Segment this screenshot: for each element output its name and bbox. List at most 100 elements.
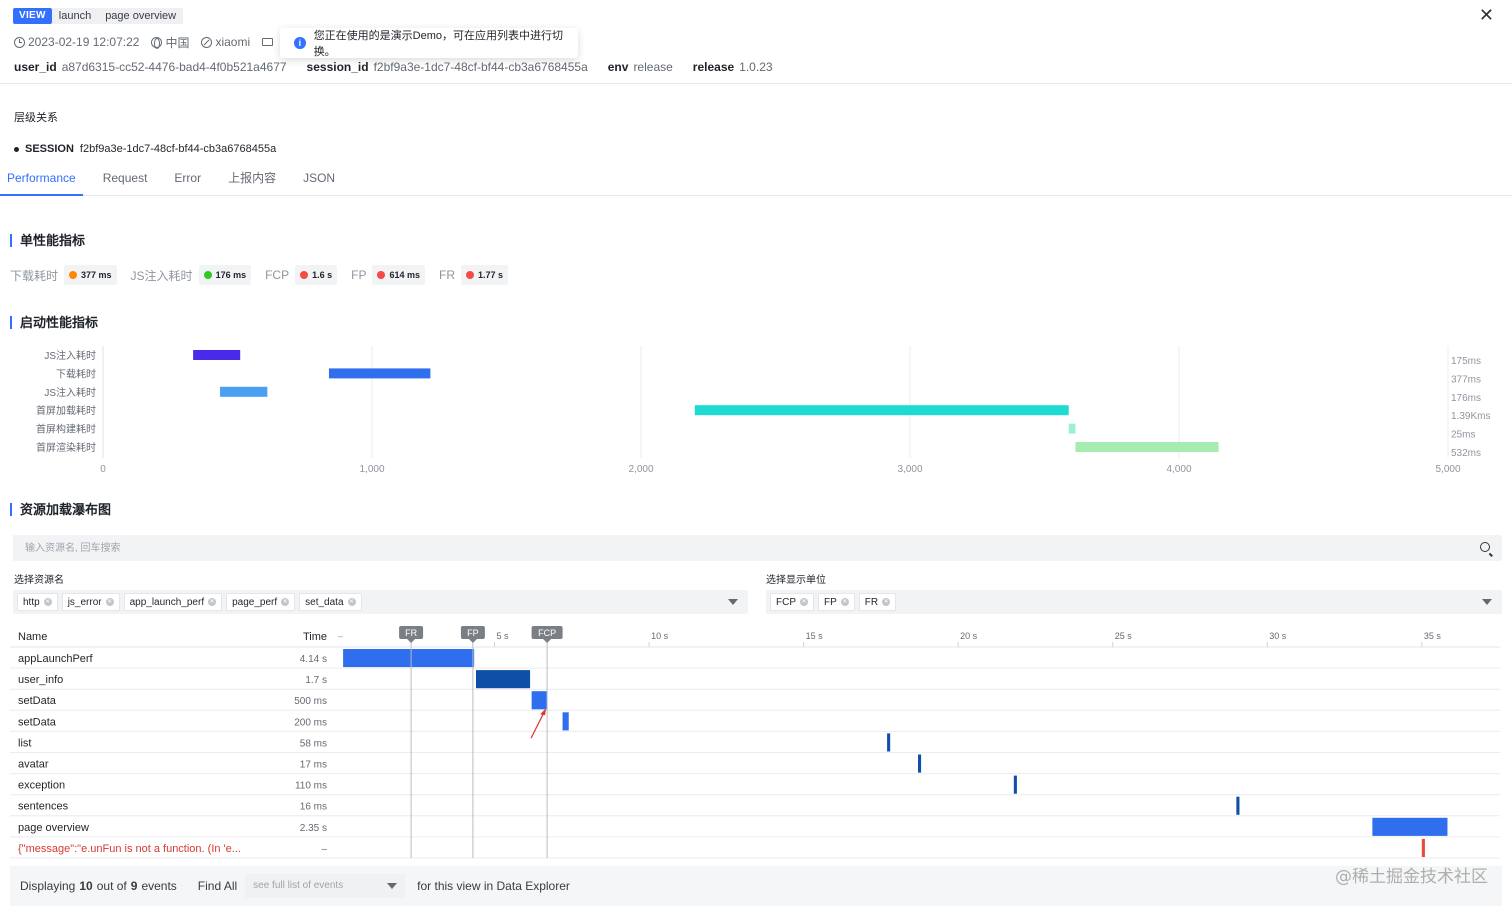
- category-label: JS注入耗时: [44, 386, 96, 399]
- unit-multiselect[interactable]: FCP ✕ FP ✕ FR ✕: [766, 590, 1502, 614]
- metric-name-download: 下载耗时: [10, 268, 59, 283]
- remove-icon[interactable]: ✕: [43, 598, 52, 606]
- table-row[interactable]: setData 200 ms: [10, 712, 1500, 732]
- x-tick-label: 0: [100, 464, 106, 475]
- remove-icon[interactable]: ✕: [347, 598, 356, 606]
- datetime: 2023-02-19 12:07:22: [14, 35, 139, 49]
- chevron-down-icon[interactable]: [728, 599, 738, 605]
- annotation-arrowhead: [540, 708, 547, 716]
- close-icon[interactable]: ✕: [1478, 5, 1494, 25]
- row-time: –: [321, 844, 327, 855]
- tab-request[interactable]: Request: [102, 171, 148, 185]
- table-row[interactable]: page overview 2.35 s: [10, 817, 1500, 838]
- meta-ids-row: user_id a87d6315-cc52-4476-bad4-4f0b521a4…: [14, 59, 773, 75]
- resource-search: [13, 535, 1502, 561]
- meta-info-row: 2023-02-19 12:07:22 中国 xiaomi: [14, 34, 274, 50]
- tab-performance[interactable]: Performance: [0, 166, 83, 196]
- remove-icon[interactable]: ✕: [281, 598, 290, 606]
- waterfall-table: Name Time – 5 s 10 s 15 s 20 s 25 s 30 s 35 s appL…: [10, 626, 1500, 859]
- waterfall-bar: [476, 670, 531, 689]
- events-select[interactable]: see full list of events: [245, 874, 406, 898]
- waterfall-bar: [1421, 838, 1425, 857]
- demo-toast: i 您正在使用的是演示Demo，可在应用列表中进行切换。: [280, 28, 578, 58]
- chip-fcp[interactable]: FCP ✕: [770, 593, 814, 611]
- table-row[interactable]: list 58 ms: [10, 733, 1500, 753]
- tab-json[interactable]: JSON: [303, 171, 336, 185]
- detail-tabs: Performance Request Error 上报内容 JSON: [0, 166, 1512, 196]
- duration-bar: [220, 386, 268, 397]
- chip-fr[interactable]: FR ✕: [858, 593, 897, 611]
- remove-icon[interactable]: ✕: [800, 598, 808, 606]
- footer-shown-count: 10: [79, 879, 93, 893]
- table-row[interactable]: appLaunchPerf 4.14 s: [10, 649, 1500, 669]
- table-row[interactable]: exception 110 ms: [10, 775, 1500, 796]
- chip-js-error[interactable]: js_error ✕: [61, 593, 120, 611]
- session-label: SESSION: [25, 143, 74, 155]
- metric-badge-js-inject: 176 ms: [198, 265, 252, 285]
- duration-bar: [193, 350, 241, 360]
- platform: [262, 38, 274, 46]
- table-row[interactable]: {"message":"e.unFun is not a function. (…: [10, 838, 1500, 859]
- marker-flag: [531, 626, 563, 639]
- row-time: 200 ms: [294, 717, 327, 728]
- waterfall-title: 资源加载瀑布图: [10, 503, 111, 516]
- resource-multiselect[interactable]: http ✕ js_error ✕ app_launch_perf ✕ page_pe…: [13, 590, 748, 614]
- time-axis-tick: 15 s: [806, 631, 824, 641]
- user-id: user_id a87d6315-cc52-4476-bad4-4f0b521a4…: [14, 60, 287, 74]
- tab-report-content[interactable]: 上报内容: [228, 171, 277, 185]
- marker-flag: [399, 626, 424, 639]
- chip-http[interactable]: http ✕: [17, 593, 58, 611]
- search-input[interactable]: [13, 535, 1453, 561]
- waterfall-bar: [531, 691, 548, 710]
- column-header-time: Time: [303, 631, 327, 643]
- footer-suffix: events: [141, 879, 177, 893]
- status-dot-icon: [69, 271, 78, 279]
- globe-icon: [151, 36, 163, 49]
- metric-badge-fp: 614 ms: [372, 265, 425, 285]
- row-time: 58 ms: [300, 738, 327, 749]
- remove-icon[interactable]: ✕: [105, 598, 114, 606]
- footer-total-count: 9: [130, 879, 138, 893]
- status-dot-icon: [300, 271, 309, 279]
- marker-flag: [460, 626, 485, 639]
- chip-app-launch-perf[interactable]: app_launch_perf ✕: [123, 593, 223, 611]
- chip-page-perf[interactable]: page_perf ✕: [226, 593, 296, 611]
- breadcrumb-page-overview[interactable]: page overview: [98, 8, 184, 24]
- metric-badge-fr: 1.77 s: [461, 265, 509, 285]
- waterfall-bar: [343, 649, 475, 668]
- table-row[interactable]: avatar 17 ms: [10, 754, 1500, 775]
- footer-mid: out of: [96, 879, 127, 893]
- remove-icon[interactable]: ✕: [208, 598, 217, 606]
- waterfall-bar: [918, 754, 922, 773]
- table-row[interactable]: setData 500 ms: [10, 691, 1500, 711]
- waterfall-bar: [562, 712, 569, 731]
- waterfall-bar: [1372, 817, 1448, 836]
- chevron-down-icon[interactable]: [387, 883, 398, 889]
- search-icon[interactable]: [1480, 542, 1490, 552]
- row-name: appLaunchPerf: [18, 653, 94, 665]
- duration-bar: [328, 368, 431, 379]
- remove-icon[interactable]: ✕: [882, 598, 891, 606]
- metric-badge-download: 377 ms: [64, 265, 117, 285]
- chip-set-data[interactable]: set_data ✕: [299, 593, 362, 611]
- breadcrumb-launch[interactable]: launch: [51, 8, 99, 24]
- events-footer: Displaying 10 out of 9 events Find All s…: [10, 866, 1502, 906]
- row-time: 110 ms: [295, 781, 327, 792]
- remove-icon[interactable]: ✕: [840, 598, 849, 606]
- metric-name-js-inject: JS注入耗时: [130, 268, 193, 283]
- device-brand: xiaomi: [201, 35, 250, 49]
- row-time: 16 ms: [300, 802, 327, 813]
- chip-fp[interactable]: FP ✕: [818, 593, 855, 611]
- chevron-down-icon[interactable]: [1482, 599, 1492, 605]
- table-row[interactable]: user_info 1.7 s: [10, 670, 1500, 690]
- time-axis-tick: 20 s: [960, 631, 978, 641]
- session-node[interactable]: SESSION f2bf9a3e-1dc7-48cf-bf44-cb3a6768…: [14, 143, 276, 155]
- duration-label: 25ms: [1451, 430, 1475, 441]
- resource-select-label: 选择资源名: [14, 575, 64, 586]
- annotation-arrow: [530, 709, 546, 739]
- waterfall-bar: [1236, 796, 1240, 815]
- table-row[interactable]: sentences 16 ms: [10, 796, 1500, 817]
- tab-error[interactable]: Error: [174, 171, 202, 185]
- unit-select-label: 选择显示单位: [766, 575, 826, 586]
- detail-header: [0, 0, 1512, 84]
